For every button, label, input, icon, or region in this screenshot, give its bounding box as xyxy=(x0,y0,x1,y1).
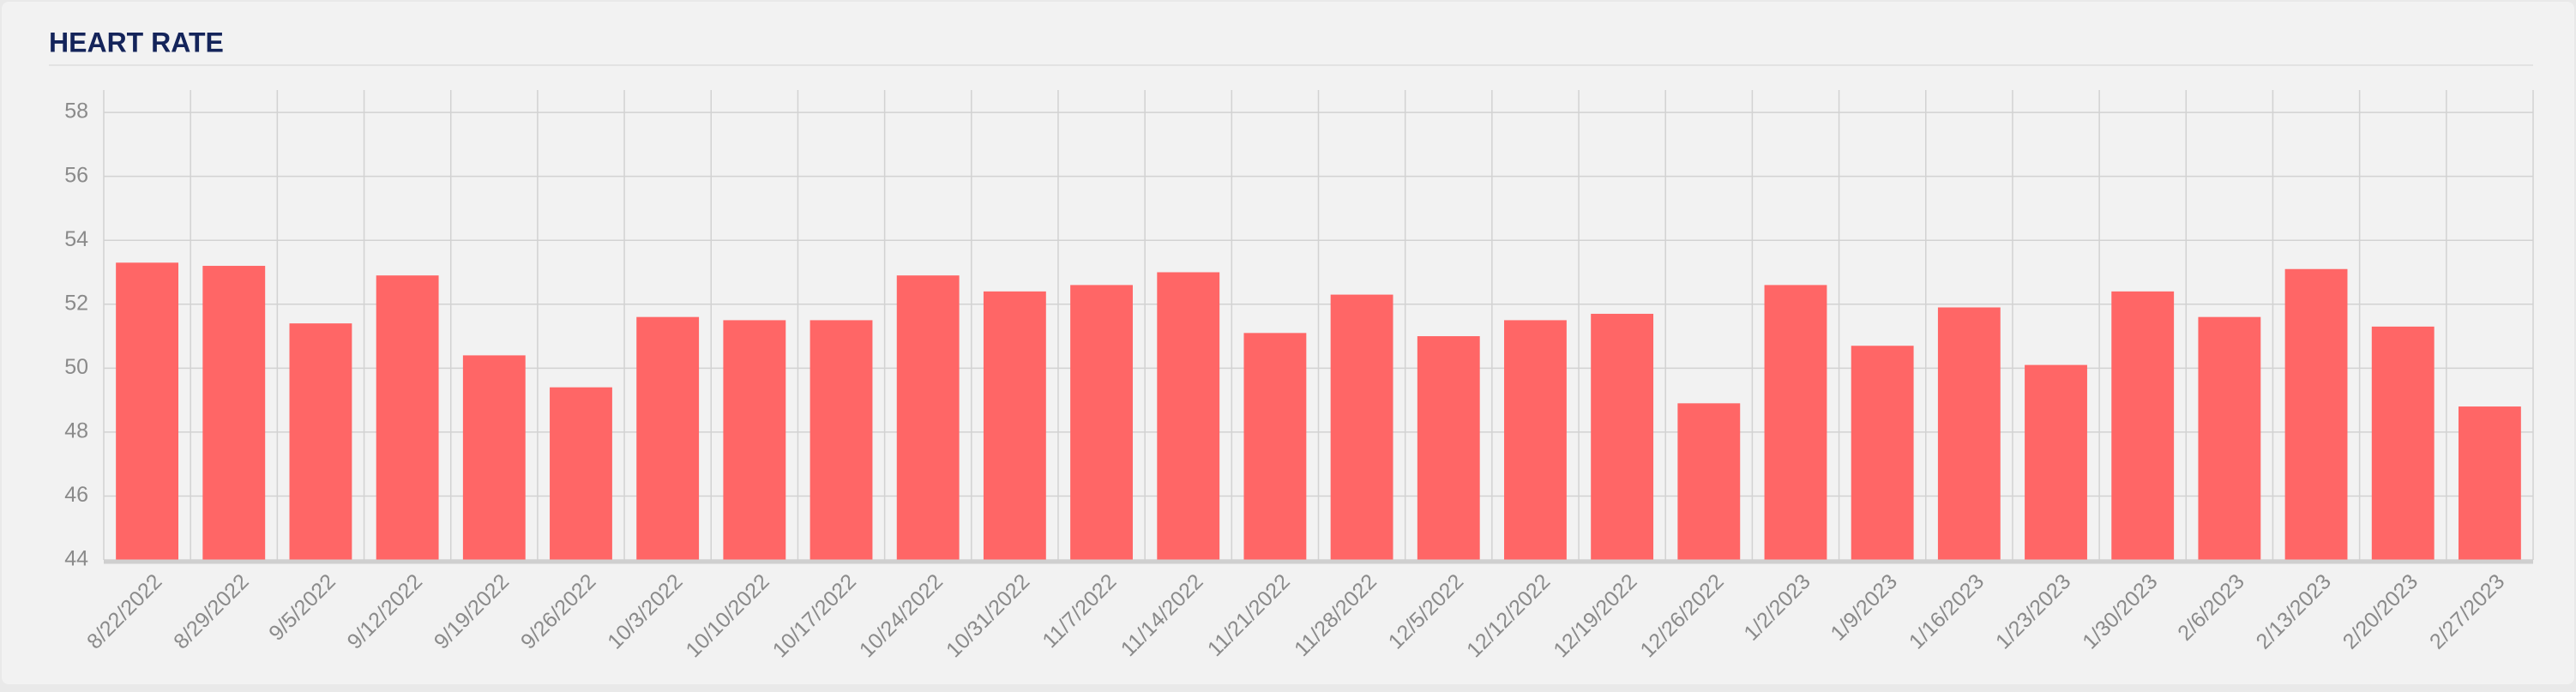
y-tick-label: 56 xyxy=(64,163,88,187)
bar xyxy=(1157,272,1220,560)
bar xyxy=(983,291,1046,560)
bar xyxy=(1417,336,1480,560)
bar xyxy=(1937,307,2001,560)
y-tick-label: 46 xyxy=(64,483,88,507)
bar xyxy=(202,266,266,560)
bar xyxy=(1591,313,1654,560)
y-tick-label: 58 xyxy=(64,99,88,123)
y-tick-label: 44 xyxy=(64,547,88,571)
bar xyxy=(636,316,700,560)
bar xyxy=(2284,268,2348,560)
bar xyxy=(462,355,526,560)
bar xyxy=(2198,316,2261,560)
bar xyxy=(116,262,179,560)
bar xyxy=(1504,320,1567,560)
bar xyxy=(1851,346,1914,560)
bar xyxy=(2025,364,2087,560)
bar xyxy=(2371,326,2435,560)
bar xyxy=(2458,406,2521,560)
bar xyxy=(2111,291,2175,560)
bar xyxy=(376,275,439,560)
bar xyxy=(1677,403,1741,560)
y-tick-label: 48 xyxy=(64,418,88,442)
bar xyxy=(1330,294,1393,560)
bar xyxy=(810,320,873,560)
y-tick-label: 54 xyxy=(64,227,88,251)
y-tick-label: 50 xyxy=(64,355,88,379)
bar xyxy=(1070,285,1133,560)
chart-title: HEART RATE xyxy=(49,27,224,57)
y-tick-label: 52 xyxy=(64,291,88,315)
bar xyxy=(550,387,612,560)
bar xyxy=(1764,285,1827,560)
bar xyxy=(289,323,352,560)
bar xyxy=(723,320,786,560)
bar xyxy=(896,275,960,560)
bar xyxy=(1243,333,1307,560)
